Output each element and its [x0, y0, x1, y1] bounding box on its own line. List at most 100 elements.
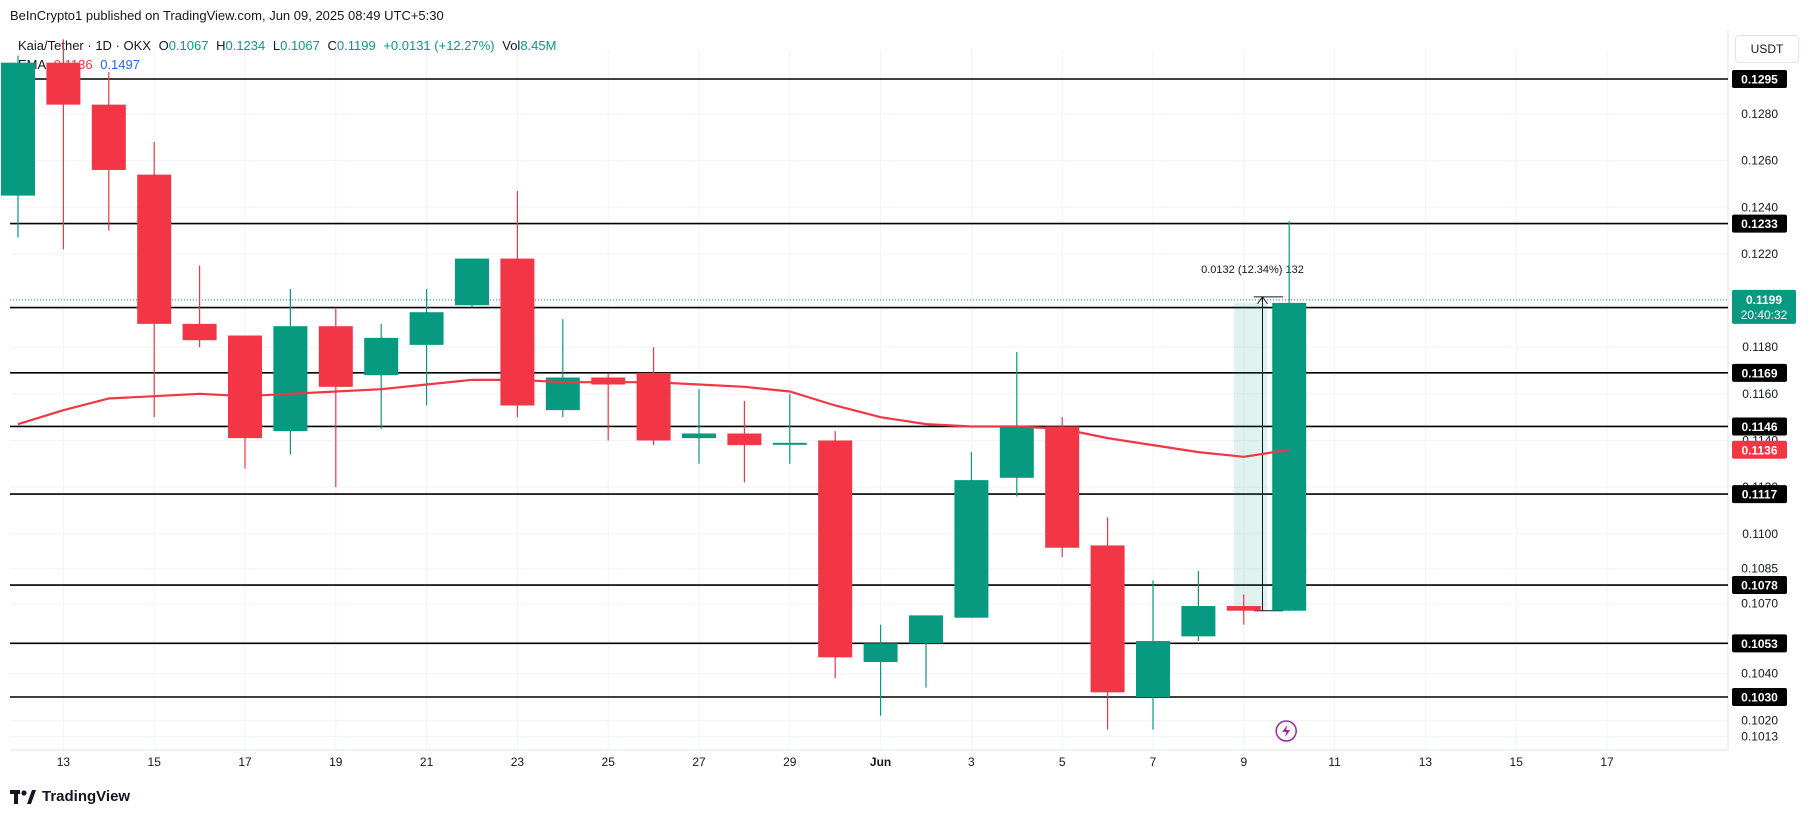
- level-tag-1: 0.1233: [1741, 217, 1778, 231]
- y-tick-label-11: 0.1040: [1741, 667, 1778, 681]
- candle-body-3: [137, 174, 172, 324]
- ema-line: [17, 378, 1290, 458]
- current-price-tag-bg: [1732, 289, 1796, 324]
- high-label: H: [216, 38, 226, 53]
- candle-body-6: [273, 326, 308, 432]
- candle-body-15: [682, 433, 716, 439]
- current-price-tag: 0.1199: [1746, 293, 1782, 307]
- x-tick-label-3: 19: [329, 755, 343, 769]
- volume-value: 8.45M: [520, 38, 557, 53]
- low-label: L: [272, 38, 281, 53]
- x-tick-label-4: 21: [420, 755, 434, 769]
- brand-name: TradingView: [42, 788, 131, 805]
- candle-body-0: [1, 62, 35, 196]
- candle-body-17: [772, 442, 807, 445]
- candle-body-23: [1045, 426, 1080, 548]
- symbol-legend: Kaia/Tether · 1D · OKX O0.1067 H0.1234 L…: [18, 38, 556, 53]
- candle-body-4: [182, 323, 217, 341]
- x-tick-label-10: 3: [968, 755, 975, 769]
- x-tick-label-8: 29: [783, 755, 797, 769]
- candle-body-18: [818, 440, 853, 658]
- candle-body-7: [318, 326, 353, 387]
- x-tick-label-12: 7: [1150, 755, 1157, 769]
- candle-body-16: [727, 433, 762, 446]
- x-tick-label-5: 23: [511, 755, 525, 769]
- y-tick-label-5: 0.1160: [1742, 387, 1778, 401]
- x-tick-label-13: 9: [1240, 755, 1247, 769]
- y-tick-label-2: 0.1240: [1741, 200, 1778, 214]
- candle-body-22: [999, 426, 1034, 478]
- close-label: C: [327, 38, 337, 53]
- change-value: +0.0131 (+12.27%): [383, 38, 495, 53]
- level-tag-7: 0.1053: [1741, 637, 1778, 651]
- candle-body-19: [863, 643, 898, 663]
- x-tick-label-7: 27: [692, 755, 706, 769]
- level-tag-6: 0.1078: [1741, 579, 1778, 593]
- x-tick-label-15: 13: [1419, 755, 1433, 769]
- countdown-tag: 20:40:32: [1741, 308, 1788, 322]
- candle-body-14: [636, 372, 671, 441]
- level-tag-3: 0.1169: [1741, 366, 1777, 380]
- y-tick-label-1: 0.1260: [1741, 154, 1778, 168]
- candle-body-13: [591, 377, 626, 385]
- volume-label: Vol: [502, 38, 521, 53]
- x-tick-label-17: 17: [1600, 755, 1614, 769]
- ema-price-tag: 0.1136: [1741, 443, 1777, 457]
- candle-body-24: [1090, 545, 1125, 693]
- level-tag-bg-7: [1732, 634, 1787, 653]
- x-tick-label-1: 15: [148, 755, 162, 769]
- candle-body-2: [91, 104, 126, 170]
- level-tag-bg-1: [1732, 214, 1787, 233]
- ema-price-tag-bg: [1732, 440, 1787, 459]
- candle-body-1: [46, 62, 81, 105]
- candle-body-21: [954, 480, 989, 618]
- candle-body-26: [1181, 606, 1216, 637]
- level-tag-4: 0.1146: [1741, 420, 1777, 434]
- x-tick-label-14: 11: [1328, 755, 1341, 769]
- tradingview-brand[interactable]: TradingView: [10, 788, 130, 805]
- published-caption: BeInCrypto1 published on TradingView.com…: [10, 8, 444, 23]
- x-tick-label-16: 15: [1510, 755, 1524, 769]
- lightning-bolt-icon: [1282, 725, 1291, 737]
- currency-button[interactable]: USDT: [1735, 35, 1799, 63]
- candle-body-8: [364, 337, 399, 376]
- open-label: O: [158, 38, 169, 53]
- level-tag-bg-3: [1732, 363, 1787, 382]
- level-tag-8: 0.1030: [1741, 691, 1778, 705]
- y-tick-label-9: 0.1085: [1741, 562, 1778, 576]
- y-tick-label-4: 0.1180: [1742, 340, 1778, 354]
- candle-body-28: [1272, 302, 1307, 611]
- candle-body-9: [409, 312, 444, 345]
- level-tag-bg-6: [1732, 576, 1787, 595]
- y-tick-label-3: 0.1220: [1741, 247, 1778, 261]
- low-value: 0.1067: [280, 38, 320, 53]
- x-tick-label-0: 13: [57, 755, 71, 769]
- measure-label: 0.0132 (12.34%) 132: [1201, 264, 1304, 276]
- level-tag-bg-0: [1732, 70, 1787, 88]
- level-tag-bg-4: [1732, 417, 1787, 436]
- candle-body-11: [500, 258, 535, 406]
- y-tick-label-10: 0.1070: [1741, 597, 1778, 611]
- candle-body-10: [455, 258, 489, 306]
- level-tag-bg-5: [1732, 485, 1787, 504]
- high-value: 0.1234: [225, 38, 266, 53]
- level-tag-5: 0.1117: [1742, 488, 1778, 502]
- x-tick-label-11: 5: [1059, 755, 1066, 769]
- symbol-name[interactable]: Kaia/Tether · 1D · OKX: [18, 38, 151, 53]
- level-tag-bg-8: [1732, 688, 1787, 706]
- candle-body-27: [1226, 606, 1261, 611]
- x-tick-label-6: 25: [602, 755, 616, 769]
- open-value: 0.1067: [168, 38, 209, 53]
- level-tag-0: 0.1295: [1741, 73, 1778, 87]
- candle-body-20: [909, 615, 943, 644]
- y-tick-label-8: 0.1100: [1742, 527, 1778, 541]
- tradingview-logo-icon: [10, 789, 36, 804]
- ema-value-2: 0.1497: [100, 57, 140, 72]
- candle-body-5: [228, 335, 262, 439]
- y-tick-label-0: 0.1280: [1741, 107, 1778, 121]
- x-tick-label-9: Jun: [870, 755, 891, 769]
- x-tick-label-2: 17: [238, 755, 252, 769]
- y-tick-label-13: 0.1013: [1741, 730, 1778, 744]
- candle-body-25: [1136, 641, 1170, 697]
